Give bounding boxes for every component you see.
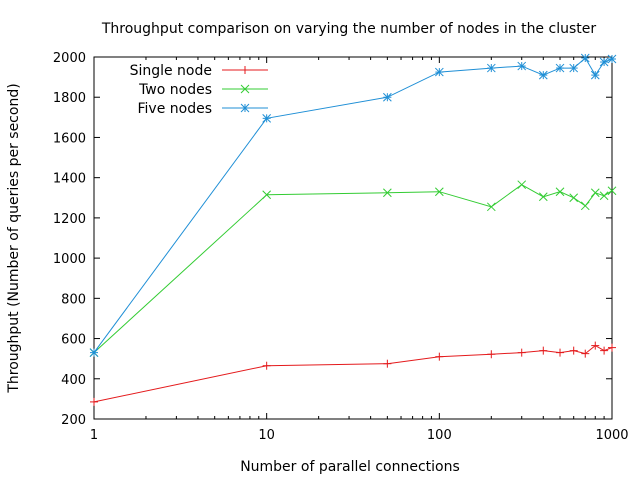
legend-marker-single-node [241, 66, 249, 74]
data-point-single-node [556, 348, 565, 357]
data-point-single-node [569, 346, 578, 355]
data-point-two-nodes [517, 180, 527, 190]
plot-frame [93, 56, 613, 420]
x-tick-label: 100 [427, 428, 452, 443]
data-point-five-nodes [434, 67, 444, 77]
data-point-five-nodes [590, 70, 600, 80]
data-point-five-nodes [599, 57, 609, 67]
y-tick-label: 1800 [53, 91, 86, 106]
data-point-single-node [581, 349, 590, 358]
data-point-two-nodes [569, 193, 579, 203]
data-point-single-node [90, 397, 98, 406]
data-point-single-node [591, 341, 600, 350]
legend-marker-five-nodes [240, 103, 250, 113]
legend-marker-two-nodes [240, 84, 250, 94]
axis-ticks: 200 400 600 800 1000 1200 1400 1600 1800 2000 1 10 1… [53, 51, 629, 443]
data-point-five-nodes [538, 70, 548, 80]
chart-title: Throughput comparison on varying the num… [101, 21, 596, 37]
data-point-two-nodes [434, 187, 444, 197]
data-point-single-node [487, 350, 496, 359]
data-point-single-node [435, 352, 444, 361]
data-point-five-nodes [607, 54, 617, 64]
y-tick-label: 400 [61, 373, 86, 388]
data-point-two-nodes [383, 188, 392, 198]
y-tick-label: 600 [61, 333, 86, 348]
series-line-two-nodes [93, 184, 613, 353]
data-point-single-node [600, 346, 609, 355]
x-axis-label: Number of parallel connections [240, 459, 460, 475]
data-point-single-node [517, 348, 526, 357]
data-point-five-nodes [517, 61, 527, 71]
data-point-five-nodes [486, 63, 496, 73]
y-tick-label: 1200 [53, 212, 86, 227]
x-tick-label: 10 [258, 428, 275, 443]
data-point-two-nodes [599, 191, 609, 201]
y-tick-label: 2000 [53, 51, 86, 66]
x-tick-label: 1000 [595, 428, 628, 443]
y-tick-label: 200 [61, 413, 86, 428]
data-point-two-nodes [607, 186, 617, 196]
data-point-two-nodes [262, 190, 272, 200]
series-group [89, 53, 617, 406]
y-tick-label: 1600 [53, 131, 86, 146]
data-point-five-nodes [555, 63, 565, 73]
data-point-five-nodes [383, 92, 392, 102]
data-point-five-nodes [580, 53, 590, 63]
legend-label-two-nodes: Two nodes [138, 82, 212, 98]
x-tick-label: 1 [90, 428, 98, 443]
data-point-single-node [539, 346, 548, 355]
data-point-two-nodes [590, 188, 600, 198]
data-point-single-node [383, 359, 392, 368]
y-tick-label: 1000 [53, 252, 86, 267]
data-point-two-nodes [555, 187, 565, 197]
data-point-two-nodes [580, 201, 590, 211]
data-point-five-nodes [262, 113, 272, 123]
legend: Single node Two nodes Five nodes [130, 63, 268, 117]
y-tick-label: 800 [61, 292, 86, 307]
legend-label-five-nodes: Five nodes [137, 101, 212, 117]
legend-label-single-node: Single node [130, 63, 212, 79]
data-point-single-node [608, 343, 616, 352]
data-point-five-nodes [569, 63, 579, 73]
data-point-five-nodes [89, 348, 99, 357]
data-point-single-node [262, 361, 271, 370]
series-line-single-node [93, 344, 613, 403]
data-point-two-nodes [486, 202, 496, 212]
y-axis-label: Throughput (Number of queries per second… [6, 83, 22, 393]
data-point-two-nodes [538, 192, 548, 202]
y-tick-label: 1400 [53, 172, 86, 187]
